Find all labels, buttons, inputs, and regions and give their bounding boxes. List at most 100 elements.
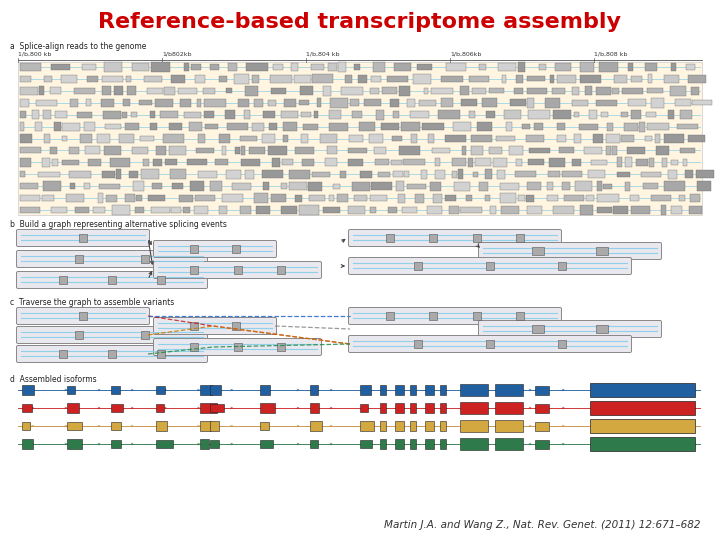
Bar: [460, 402, 488, 414]
Bar: [328, 123, 348, 131]
Text: Reference-based transcriptome assembly: Reference-based transcriptome assembly: [99, 12, 621, 32]
Bar: [451, 158, 466, 166]
Bar: [572, 159, 580, 166]
Bar: [593, 134, 603, 143]
Bar: [429, 233, 437, 242]
Bar: [589, 111, 598, 119]
Bar: [453, 123, 471, 131]
Bar: [646, 112, 656, 117]
Bar: [115, 170, 121, 179]
Bar: [546, 183, 554, 190]
Bar: [289, 170, 310, 179]
Bar: [552, 110, 572, 119]
Bar: [381, 123, 399, 130]
Bar: [527, 182, 541, 190]
Bar: [22, 422, 30, 430]
Bar: [88, 159, 101, 166]
Bar: [108, 275, 116, 285]
Bar: [136, 195, 143, 201]
Bar: [300, 86, 312, 95]
Bar: [233, 321, 240, 330]
Bar: [105, 124, 121, 129]
Bar: [317, 98, 321, 107]
Bar: [143, 159, 149, 166]
Bar: [268, 146, 287, 155]
Bar: [156, 440, 173, 448]
Bar: [387, 76, 408, 82]
Bar: [599, 62, 618, 72]
Bar: [133, 181, 144, 191]
Bar: [262, 170, 284, 178]
Bar: [329, 111, 341, 119]
Bar: [460, 384, 488, 396]
FancyBboxPatch shape: [348, 307, 562, 325]
Bar: [401, 122, 420, 131]
Bar: [44, 76, 53, 82]
Bar: [495, 420, 523, 432]
Bar: [352, 111, 362, 118]
Bar: [394, 63, 411, 71]
Bar: [360, 386, 372, 395]
Bar: [497, 170, 505, 179]
Bar: [99, 184, 120, 189]
Bar: [271, 87, 286, 94]
Bar: [52, 159, 58, 166]
Bar: [386, 233, 394, 242]
Bar: [190, 181, 204, 191]
Bar: [390, 99, 399, 107]
Bar: [425, 421, 434, 431]
FancyBboxPatch shape: [153, 318, 276, 334]
Bar: [59, 349, 67, 359]
FancyBboxPatch shape: [153, 261, 322, 279]
Bar: [140, 254, 148, 264]
Bar: [469, 111, 474, 118]
FancyBboxPatch shape: [348, 230, 562, 246]
Bar: [341, 171, 346, 178]
Bar: [647, 88, 663, 93]
Bar: [84, 184, 90, 189]
Bar: [553, 206, 574, 214]
Bar: [358, 75, 366, 83]
Bar: [187, 159, 207, 165]
Bar: [55, 111, 67, 118]
Bar: [200, 403, 217, 413]
Bar: [371, 76, 381, 82]
Bar: [477, 122, 492, 131]
Bar: [20, 183, 38, 189]
Bar: [614, 75, 627, 83]
Bar: [111, 403, 123, 413]
Bar: [601, 112, 608, 117]
Bar: [473, 312, 481, 320]
Bar: [648, 75, 652, 84]
Bar: [690, 87, 699, 95]
Bar: [210, 404, 224, 411]
FancyBboxPatch shape: [17, 251, 207, 267]
Bar: [79, 312, 87, 320]
Bar: [194, 195, 215, 201]
Bar: [526, 206, 542, 214]
Bar: [395, 403, 404, 413]
Bar: [22, 404, 32, 411]
Text: d  Assembled isoforms: d Assembled isoforms: [10, 375, 96, 384]
Bar: [654, 134, 660, 143]
Bar: [83, 64, 96, 70]
FancyBboxPatch shape: [348, 335, 631, 353]
Bar: [596, 325, 608, 334]
FancyBboxPatch shape: [17, 327, 207, 343]
Bar: [545, 98, 560, 107]
Bar: [35, 122, 42, 131]
Bar: [408, 184, 426, 189]
Bar: [348, 147, 366, 153]
Bar: [668, 110, 674, 119]
Bar: [168, 123, 181, 130]
Bar: [42, 110, 51, 119]
Bar: [111, 440, 121, 448]
Bar: [472, 87, 486, 94]
Bar: [404, 171, 408, 177]
Bar: [189, 122, 202, 131]
Bar: [191, 64, 202, 70]
Bar: [253, 99, 263, 107]
Bar: [222, 146, 226, 155]
Bar: [671, 63, 676, 71]
Bar: [232, 183, 251, 190]
